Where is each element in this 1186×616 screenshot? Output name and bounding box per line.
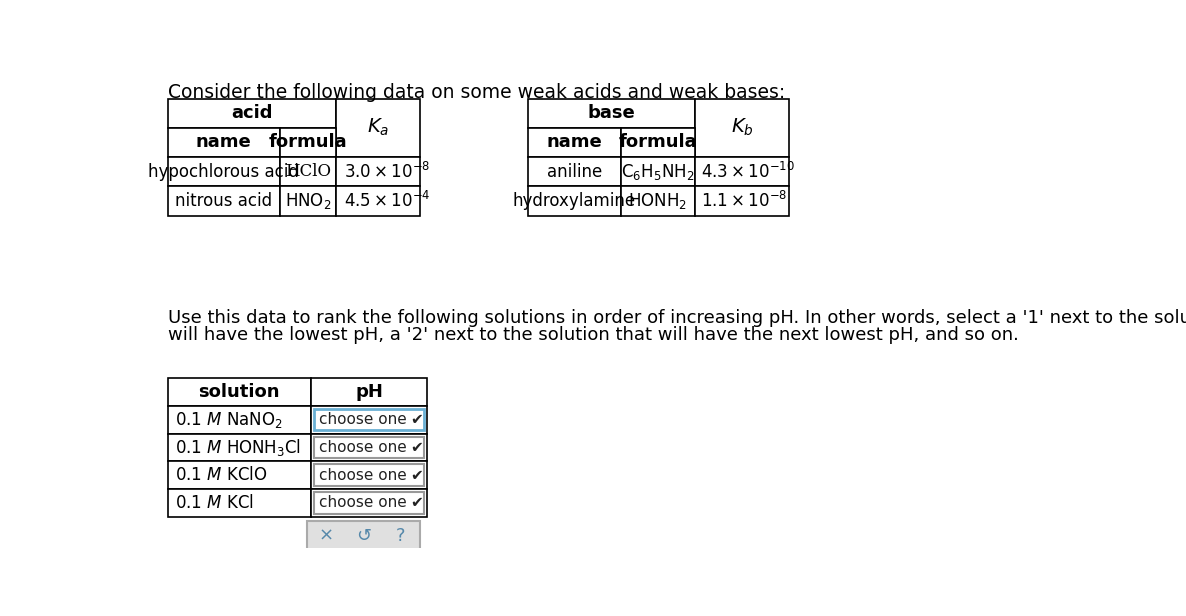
Text: ✔: ✔ <box>410 412 422 427</box>
Bar <box>311 489 427 517</box>
Bar <box>695 99 789 157</box>
Bar <box>314 409 425 431</box>
Bar <box>167 128 280 157</box>
Text: $1.1 \times 10^{-8}$: $1.1 \times 10^{-8}$ <box>701 191 788 211</box>
Bar <box>695 157 789 186</box>
Text: formula: formula <box>619 134 697 152</box>
Text: ✔: ✔ <box>410 440 422 455</box>
Text: nitrous acid: nitrous acid <box>176 192 273 210</box>
Text: 0.1 $M$ NaNO$_2$: 0.1 $M$ NaNO$_2$ <box>176 410 283 429</box>
Text: $\mathrm{HONH_2}$: $\mathrm{HONH_2}$ <box>629 191 688 211</box>
Text: 0.1 $M$ KCl: 0.1 $M$ KCl <box>176 494 254 512</box>
Bar <box>167 461 311 489</box>
Text: $4.5 \times 10^{-4}$: $4.5 \times 10^{-4}$ <box>344 191 431 211</box>
Text: ↺: ↺ <box>356 527 371 545</box>
Bar <box>314 437 425 458</box>
Bar <box>621 186 695 216</box>
Bar <box>336 157 420 186</box>
Text: pH: pH <box>355 383 383 401</box>
Bar <box>621 157 695 186</box>
Text: Consider the following data on some weak acids and weak bases:: Consider the following data on some weak… <box>167 83 785 102</box>
Text: choose one: choose one <box>319 412 407 427</box>
Text: name: name <box>196 134 251 152</box>
Bar <box>311 406 427 434</box>
Text: aniline: aniline <box>547 163 602 180</box>
Bar <box>336 186 420 216</box>
Bar <box>280 157 336 186</box>
Text: formula: formula <box>268 134 347 152</box>
Bar <box>167 157 280 186</box>
Text: $\mathit{K}_{\mathit{b}}$: $\mathit{K}_{\mathit{b}}$ <box>731 117 753 139</box>
Bar <box>307 521 420 551</box>
Text: Use this data to rank the following solutions in order of increasing pH. In othe: Use this data to rank the following solu… <box>167 309 1186 326</box>
Text: acid: acid <box>231 104 273 122</box>
Bar <box>314 464 425 486</box>
Bar <box>528 128 621 157</box>
Text: $4.3 \times 10^{-10}$: $4.3 \times 10^{-10}$ <box>701 161 795 182</box>
Bar <box>528 99 695 128</box>
Text: name: name <box>547 134 602 152</box>
Bar <box>621 128 695 157</box>
Bar <box>167 434 311 461</box>
Bar <box>280 186 336 216</box>
Text: choose one: choose one <box>319 468 407 482</box>
Text: 0.1 $M$ HONH$_3$Cl: 0.1 $M$ HONH$_3$Cl <box>176 437 301 458</box>
Bar <box>167 489 311 517</box>
Text: ✔: ✔ <box>410 495 422 510</box>
Bar <box>280 128 336 157</box>
Bar <box>336 99 420 157</box>
Text: choose one: choose one <box>319 440 407 455</box>
Text: $\mathrm{C_6H_5NH_2}$: $\mathrm{C_6H_5NH_2}$ <box>621 162 695 182</box>
Bar <box>311 378 427 406</box>
Bar <box>311 434 427 461</box>
Bar <box>311 461 427 489</box>
Text: 0.1 $M$ KClO: 0.1 $M$ KClO <box>176 466 268 484</box>
Bar <box>167 186 280 216</box>
Text: hydroxylamine: hydroxylamine <box>512 192 636 210</box>
Bar <box>695 186 789 216</box>
Text: $\mathrm{HNO_2}$: $\mathrm{HNO_2}$ <box>285 191 331 211</box>
Text: ✔: ✔ <box>410 468 422 482</box>
Bar <box>528 186 621 216</box>
Text: choose one: choose one <box>319 495 407 510</box>
Bar <box>167 406 311 434</box>
Bar <box>528 157 621 186</box>
Text: ?: ? <box>396 527 406 545</box>
Text: ×: × <box>318 527 333 545</box>
Text: $\mathit{K}_{\mathit{a}}$: $\mathit{K}_{\mathit{a}}$ <box>366 117 389 139</box>
Text: $3.0 \times 10^{-8}$: $3.0 \times 10^{-8}$ <box>344 161 431 182</box>
Text: HClO: HClO <box>285 163 331 180</box>
Text: hypochlorous acid: hypochlorous acid <box>148 163 299 180</box>
Bar <box>167 378 311 406</box>
Text: solution: solution <box>198 383 280 401</box>
Text: will have the lowest pH, a '2' next to the solution that will have the next lowe: will have the lowest pH, a '2' next to t… <box>167 326 1019 344</box>
Bar <box>314 492 425 514</box>
Bar <box>167 99 336 128</box>
Text: base: base <box>587 104 636 122</box>
